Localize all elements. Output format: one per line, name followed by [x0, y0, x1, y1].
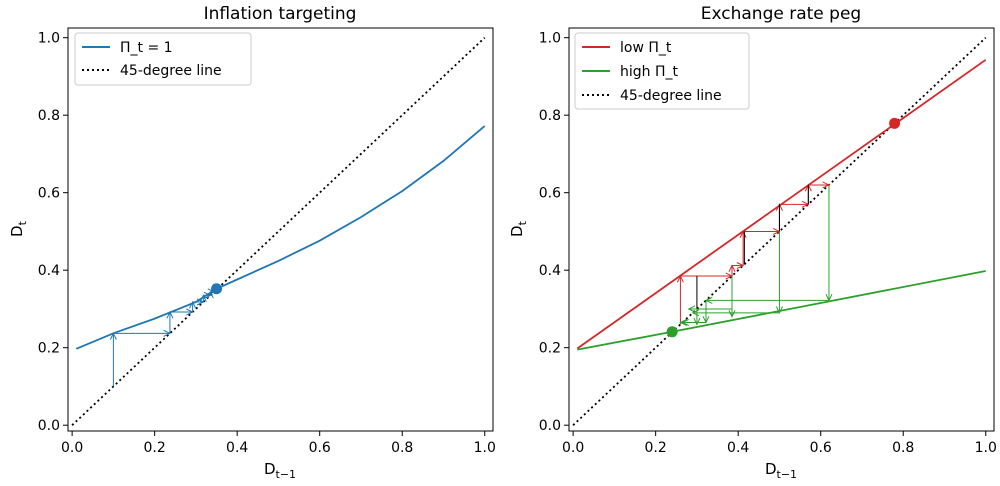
- y-tick-label: 0.6: [38, 186, 60, 202]
- x-tick-label: 0.0: [61, 440, 83, 456]
- series-45-degree-line: [572, 37, 987, 426]
- y-axis-label: Dt: [8, 220, 29, 237]
- x-tick-label: 0.8: [892, 440, 914, 456]
- y-tick-label: 1.0: [38, 31, 60, 47]
- legend: low Π_t high Π_t 45-degree line: [574, 32, 750, 110]
- y-tick-label: 0.6: [539, 186, 561, 202]
- legend: Π_t = 1 45-degree line: [74, 32, 252, 86]
- panel-exchange-rate-peg: Exchange rate peg 0.0 0.2 0.4 0.6 0.8 1.0 0.0 0…: [508, 4, 997, 481]
- x-tick-label: 0.6: [810, 440, 832, 456]
- y-tick-label: 0.8: [539, 108, 561, 124]
- plot-frame: [67, 27, 494, 432]
- plot-frame: [568, 27, 995, 432]
- y-tick-label: 0.2: [38, 341, 60, 357]
- x-tick-label: 0.6: [309, 440, 331, 456]
- legend-entry-high: high Π_t: [620, 64, 679, 80]
- legend-box: [74, 32, 252, 86]
- legend-entry-45: 45-degree line: [120, 63, 222, 79]
- y-tick-label: 1.0: [539, 31, 561, 47]
- x-tick-label: 1.0: [975, 440, 997, 456]
- steady-state-point: [666, 326, 678, 338]
- chart-title: Inflation targeting: [204, 4, 357, 24]
- cobweb-green-arrow-head: [687, 305, 696, 313]
- x-axis-label: Dt−1: [264, 460, 296, 481]
- series-high-pi: [577, 270, 986, 351]
- x-tick-label: 0.4: [727, 440, 749, 456]
- x-axis-label: Dt−1: [765, 460, 797, 481]
- x-tick-label: 1.0: [474, 440, 496, 456]
- cobweb-green-arrow-head: [693, 317, 701, 326]
- x-tick-label: 0.4: [226, 440, 248, 456]
- cobweb-green-arrow-head: [679, 319, 687, 326]
- x-tick-label: 0.8: [391, 440, 413, 456]
- series-45-degree-line: [71, 37, 486, 426]
- legend-entry-45: 45-degree line: [620, 88, 722, 104]
- y-tick-label: 0.4: [38, 263, 60, 279]
- y-tick-label: 0.0: [38, 418, 60, 434]
- legend-box: [574, 32, 750, 110]
- chart-title: Exchange rate peg: [701, 4, 861, 24]
- y-tick-label: 0.4: [539, 263, 561, 279]
- legend-entry-pi-1: Π_t = 1: [120, 40, 173, 56]
- legend-entry-low: low Π_t: [620, 40, 672, 56]
- y-tick-label: 0.8: [38, 108, 60, 124]
- x-tick-label: 0.2: [144, 440, 166, 456]
- x-tick-label: 0.0: [562, 440, 584, 456]
- steady-state-point: [211, 283, 223, 295]
- y-axis-label: Dt: [508, 220, 529, 237]
- cobweb-green-arrow-head: [691, 309, 700, 317]
- series-pi-1: [75, 125, 486, 350]
- panel-inflation-targeting: Inflation targeting 0.0 0.2 0.4 0.6 0.8 1.0 0.…: [8, 4, 496, 481]
- x-tick-label: 0.2: [645, 440, 667, 456]
- y-tick-label: 0.0: [539, 418, 561, 434]
- steady-state-point: [889, 117, 901, 129]
- y-tick-label: 0.2: [539, 341, 561, 357]
